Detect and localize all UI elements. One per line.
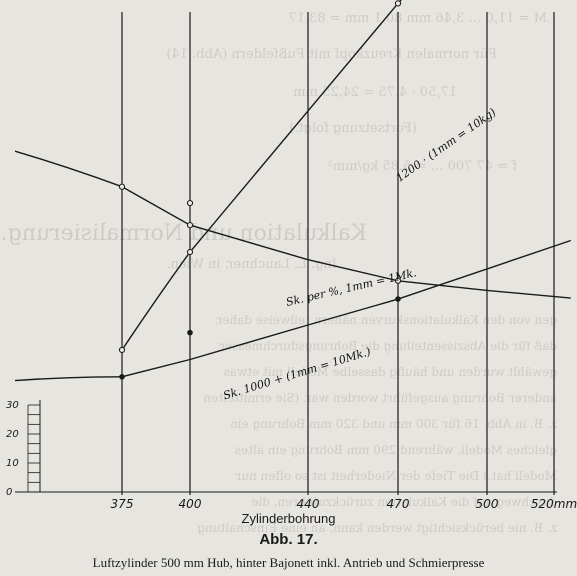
marker-open-3 [118, 346, 126, 354]
marker-open-8 [186, 222, 194, 229]
series-line-2 [14, 239, 572, 382]
series-label-2: Sk. 1000 + (1mm = 10Mk.) [222, 345, 373, 402]
marker-filled-1 [187, 329, 193, 336]
data-markers [118, 0, 402, 380]
y-tick-0: 0 [6, 487, 12, 498]
marker-open-7 [186, 199, 194, 207]
svg-text:Kalkulation und Normalisierung: Kalkulation und Normalisierung. [1, 221, 367, 246]
marker-filled-2 [395, 296, 401, 302]
x-tick-470: 470 [387, 497, 410, 511]
svg-text:f = 47 700 … = 5,85 kg/mm²: f = 47 700 … = 5,85 kg/mm² [328, 159, 517, 174]
svg-text:daß für die Abszissenteilung d: daß für die Abszissenteilung die Bohrung… [219, 339, 557, 353]
marker-open-6 [118, 183, 126, 190]
svg-text:gewählt wurden und häufig dass: gewählt wurden und häufig dasselbe Model… [224, 365, 557, 379]
svg-text:durchweg auf die Kalkulation z: durchweg auf die Kalkulation zurückzufüh… [251, 495, 557, 509]
svg-text:z. B. in Abb. 16 für 300 mm un: z. B. in Abb. 16 für 300 mm und 320 mm B… [230, 417, 557, 431]
svg-text:anderer Bohrung ausgeführt wor: anderer Bohrung ausgeführt worden war. (… [203, 391, 557, 405]
svg-text:Für normalen Kreuzkopf mit Fuß: Für normalen Kreuzkopf mit Fußfeldern (A… [166, 47, 497, 62]
x-axis-label: Zylinderbohrung [241, 511, 336, 526]
marker-open-5 [394, 0, 402, 7]
marker-open-9 [394, 277, 402, 284]
svg-text:M = 11,0 … 3,46 mm 80,1 mm: M = 11,0 … 3,46 mm 80,1 mm = 83,17 [288, 11, 547, 26]
series-line-0 [121, 0, 402, 351]
svg-text:gen von den Kalkulationskurven: gen von den Kalkulationskurven nähern te… [214, 313, 557, 327]
figure-subtitle: Luftzylinder 500 mm Hub, hinter Bajonett… [92, 555, 485, 570]
curve-labels: 1200 · (1mm = 10kg)Sk. per %, 1mm = 1Mk.… [222, 106, 499, 403]
svg-text:Modell hat.) Die Tiefe der Nie: Modell hat.) Die Tiefe der Niederheit is… [235, 469, 557, 483]
y-axis-scale: 0 10 20 30 [6, 400, 40, 498]
x-tick-520: 520mm [531, 497, 577, 511]
svg-text:gleiches Modell, während 290 m: gleiches Modell, während 290 mm Bohrung … [235, 443, 557, 457]
marker-open-4 [186, 248, 194, 256]
svg-text:17,50 · 4,75 = 24,25 mm: 17,50 · 4,75 = 24,25 mm [293, 85, 457, 100]
svg-text:(Fortsetzung folgt.): (Fortsetzung folgt.) [289, 121, 417, 136]
marker-filled-0 [119, 374, 125, 380]
x-tick-labels: 375 400 440 470 500 520mm [111, 497, 577, 511]
series-label-0: 1200 · (1mm = 10kg) [394, 106, 499, 185]
x-tick-500: 500 [476, 497, 499, 511]
figure-label: Abb. 17. [259, 531, 318, 548]
y-tick-10: 10 [6, 458, 19, 469]
x-tick-400: 400 [179, 497, 202, 511]
svg-text:Ing. L. Lauchner, in Wien.: Ing. L. Lauchner, in Wien. [166, 257, 337, 272]
svg-text:z. B. nie berücksichtigt werde: z. B. nie berücksichtigt werden kann, an… [197, 521, 557, 535]
x-tick-375: 375 [111, 497, 134, 511]
x-tick-440: 440 [297, 497, 320, 511]
y-tick-20: 20 [6, 429, 19, 440]
y-tick-30: 30 [6, 400, 19, 411]
